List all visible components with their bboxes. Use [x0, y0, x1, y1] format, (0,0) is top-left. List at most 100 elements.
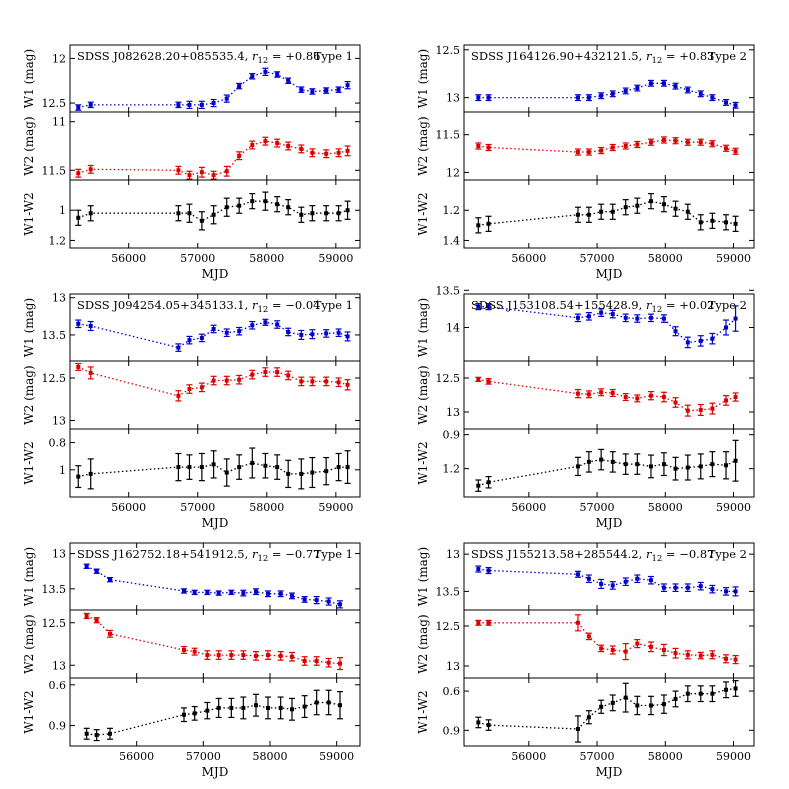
data-point [198, 211, 205, 231]
data-point [323, 376, 330, 387]
point-marker [205, 590, 210, 595]
r12-value: = −0.77 [268, 547, 320, 561]
panel-w1: 12 12.5 W1 (mag) SDSS J082628.20+085535.4, … [22, 44, 361, 113]
data-point [660, 643, 667, 657]
data-point [723, 98, 730, 106]
point-marker [575, 212, 580, 217]
data-point [274, 454, 281, 480]
r12-symbol: r [646, 49, 653, 63]
y-tick-label: 13 [52, 292, 66, 305]
data-point [325, 597, 332, 606]
chart-2: 12.5 13 W1 (mag) SDSS J164126.90+432121.5, … [416, 44, 755, 281]
point-marker [263, 199, 268, 204]
point-marker [724, 589, 729, 594]
x-tick-label: 58000 [648, 750, 683, 763]
point-marker [476, 567, 481, 572]
point-marker [224, 330, 229, 335]
data-point [87, 366, 94, 380]
data-point [236, 197, 243, 214]
point-marker [635, 576, 640, 581]
point-marker [724, 325, 729, 330]
data-point [265, 696, 271, 720]
point-marker [266, 591, 270, 596]
r12-value: = −0.87 [662, 547, 714, 561]
data-point [87, 101, 94, 109]
y-tick-label: 13 [446, 548, 460, 561]
y-axis-label: W2 (mag) [22, 365, 36, 424]
point-marker [345, 334, 350, 339]
data-point [485, 303, 492, 311]
r12-value: = −0.04 [268, 298, 320, 312]
point-marker [182, 712, 186, 717]
point-marker [733, 686, 738, 691]
data-point [309, 148, 316, 158]
chart-4: 13.5 14 W1 (mag) SDSS J153108.54+155428.9, … [416, 284, 755, 530]
series-line-w1-w2 [78, 200, 348, 222]
point-marker [254, 653, 258, 658]
x-axis-label: MJD [202, 516, 229, 530]
data-point [289, 651, 295, 662]
point-marker [623, 462, 628, 467]
data-point [335, 328, 342, 338]
r12-subscript: 12 [651, 554, 662, 564]
point-marker [338, 602, 342, 607]
data-point [732, 305, 739, 332]
point-marker [648, 140, 653, 145]
data-point [236, 326, 243, 336]
series-line-w2 [86, 615, 341, 665]
data-point [723, 681, 730, 699]
point-marker [176, 345, 181, 350]
data-point [709, 451, 716, 478]
x-tick-label: 59000 [318, 501, 353, 514]
data-point [93, 568, 100, 574]
point-marker [586, 634, 591, 639]
point-marker [673, 585, 678, 590]
data-point [622, 682, 629, 713]
data-point [475, 479, 482, 492]
chart-title: SDSS J094254.05+345133.1, r12 = −0.04 [77, 298, 320, 315]
y-tick-label: 13 [446, 406, 460, 419]
point-marker [486, 480, 491, 485]
point-marker [710, 462, 715, 467]
point-marker [733, 395, 738, 400]
data-point [660, 314, 667, 323]
point-marker [733, 149, 738, 154]
data-point [485, 476, 492, 489]
y-axis-label: W2 (mag) [416, 365, 430, 424]
data-point [609, 388, 616, 397]
data-point [660, 694, 667, 714]
data-point [309, 205, 316, 222]
point-marker [326, 660, 331, 665]
data-point [709, 685, 716, 703]
point-marker [661, 316, 666, 321]
point-marker [599, 93, 604, 98]
data-point [634, 314, 641, 323]
data-point [585, 206, 592, 223]
data-point [249, 72, 256, 80]
point-marker [623, 144, 628, 148]
y-axis-label: W1-W2 [22, 192, 36, 235]
point-marker [176, 211, 181, 216]
point-marker [290, 654, 294, 659]
data-point [709, 332, 716, 345]
data-point [215, 650, 222, 660]
point-marker [250, 199, 255, 204]
point-marker [610, 312, 615, 317]
point-marker [476, 223, 481, 228]
data-point [672, 647, 679, 659]
data-point [210, 450, 217, 479]
y-axis-label: W1 (mag) [22, 298, 36, 357]
panel-frame [463, 428, 755, 498]
point-marker [84, 613, 89, 618]
data-point [186, 384, 193, 394]
x-tick-label: 58000 [648, 501, 683, 514]
data-point [277, 651, 284, 661]
y-tick-label: 13 [52, 548, 66, 561]
point-marker [211, 173, 216, 178]
data-point [285, 327, 292, 337]
point-marker [263, 139, 268, 144]
x-tick-label: 58000 [648, 252, 683, 265]
point-marker [345, 382, 350, 387]
data-point [236, 454, 243, 480]
point-marker [698, 653, 703, 658]
